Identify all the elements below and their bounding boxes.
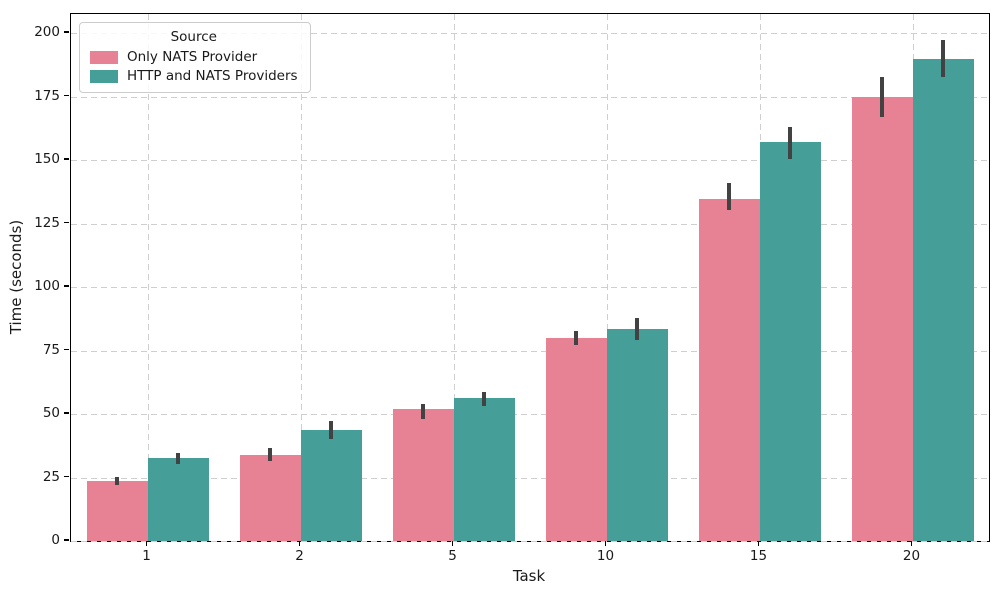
y-gridline xyxy=(71,350,989,352)
y-tick-label: 50 xyxy=(42,405,60,421)
x-tick-label: 20 xyxy=(902,548,921,564)
y-axis-label: Time (seconds) xyxy=(7,219,25,335)
x-tickmark xyxy=(910,541,913,546)
error-bar-http-nats-task-5 xyxy=(482,392,486,407)
bar-only-nats-task-5 xyxy=(392,409,454,541)
legend-title: Source xyxy=(170,29,217,45)
y-gridline xyxy=(71,477,989,479)
x-tick-label: 10 xyxy=(596,548,615,564)
legend-swatch-only-nats-icon xyxy=(90,50,118,64)
x-gridline xyxy=(453,14,455,541)
bar-only-nats-task-10 xyxy=(545,338,607,541)
y-tick-label: 75 xyxy=(42,341,60,358)
bar-http-nats-task-15 xyxy=(759,141,821,541)
bar-only-nats-task-1 xyxy=(86,481,148,541)
y-tick-label: 200 xyxy=(34,24,60,40)
error-bar-only-nats-task-1 xyxy=(115,477,119,486)
x-axis-label: Task xyxy=(512,567,546,585)
x-tickmark xyxy=(145,541,148,546)
x-gridline xyxy=(147,14,149,541)
y-tickmark xyxy=(64,31,69,33)
y-gridline xyxy=(71,33,989,34)
y-tickmark xyxy=(64,158,69,160)
error-bar-http-nats-task-1 xyxy=(176,453,180,465)
x-tick-label: 1 xyxy=(142,548,151,564)
x-tickmark xyxy=(604,541,607,546)
legend-label-only-nats: Only NATS Provider xyxy=(127,49,258,65)
y-tick-label: 125 xyxy=(34,214,60,231)
error-bar-only-nats-task-10 xyxy=(574,330,578,345)
x-tickmark xyxy=(451,541,454,546)
y-tick-label: 150 xyxy=(34,151,60,167)
bar-only-nats-task-20 xyxy=(851,97,913,541)
y-tick-label: 25 xyxy=(42,468,60,485)
error-bar-http-nats-task-2 xyxy=(329,420,333,440)
error-bar-only-nats-task-2 xyxy=(268,448,272,462)
error-bar-http-nats-task-15 xyxy=(788,127,792,159)
legend-item-only-nats: Only NATS Provider xyxy=(90,49,298,65)
legend-swatch-http-nats-icon xyxy=(90,69,118,83)
y-tickmark xyxy=(64,348,69,351)
bar-http-nats-task-10 xyxy=(606,329,668,541)
y-tickmark xyxy=(64,475,69,478)
legend: Source Only NATS Provider HTTP and NATS … xyxy=(79,22,311,93)
y-gridline xyxy=(71,287,989,288)
x-gridline xyxy=(606,14,608,541)
y-tickmark xyxy=(64,221,69,224)
y-gridline xyxy=(71,96,989,98)
x-tickmark xyxy=(298,541,301,546)
y-tickmark xyxy=(64,539,69,541)
y-gridline xyxy=(71,160,989,161)
x-tick-label: 5 xyxy=(448,548,457,564)
y-tickmark xyxy=(64,94,69,97)
y-gridline xyxy=(71,541,989,542)
bar-http-nats-task-5 xyxy=(453,398,515,541)
y-gridline xyxy=(71,414,989,415)
bar-http-nats-task-1 xyxy=(147,457,209,541)
error-bar-only-nats-task-5 xyxy=(421,403,425,419)
x-gridline xyxy=(300,14,302,541)
bar-http-nats-task-2 xyxy=(300,429,362,541)
error-bar-only-nats-task-20 xyxy=(880,77,884,118)
plot-area: Source Only NATS Provider HTTP and NATS … xyxy=(70,13,990,542)
bars-layer xyxy=(71,14,989,541)
bar-only-nats-task-15 xyxy=(698,198,760,541)
bar-only-nats-task-2 xyxy=(239,454,301,541)
y-tickmark xyxy=(64,285,69,287)
legend-label-http-nats: HTTP and NATS Providers xyxy=(127,68,298,84)
y-gridline xyxy=(71,223,989,225)
y-tickmark xyxy=(64,412,69,414)
x-tick-label: 15 xyxy=(749,548,768,564)
error-bar-http-nats-task-10 xyxy=(635,318,639,340)
x-tickmark xyxy=(757,541,760,546)
y-tick-label: 0 xyxy=(51,532,60,548)
legend-item-http-nats: HTTP and NATS Providers xyxy=(90,68,298,84)
y-tick-label: 175 xyxy=(34,87,60,104)
bar-http-nats-task-20 xyxy=(912,59,974,541)
error-bar-only-nats-task-15 xyxy=(727,183,731,211)
y-tick-label: 100 xyxy=(34,278,60,294)
x-tick-label: 2 xyxy=(295,548,304,564)
error-bar-http-nats-task-20 xyxy=(941,39,945,78)
